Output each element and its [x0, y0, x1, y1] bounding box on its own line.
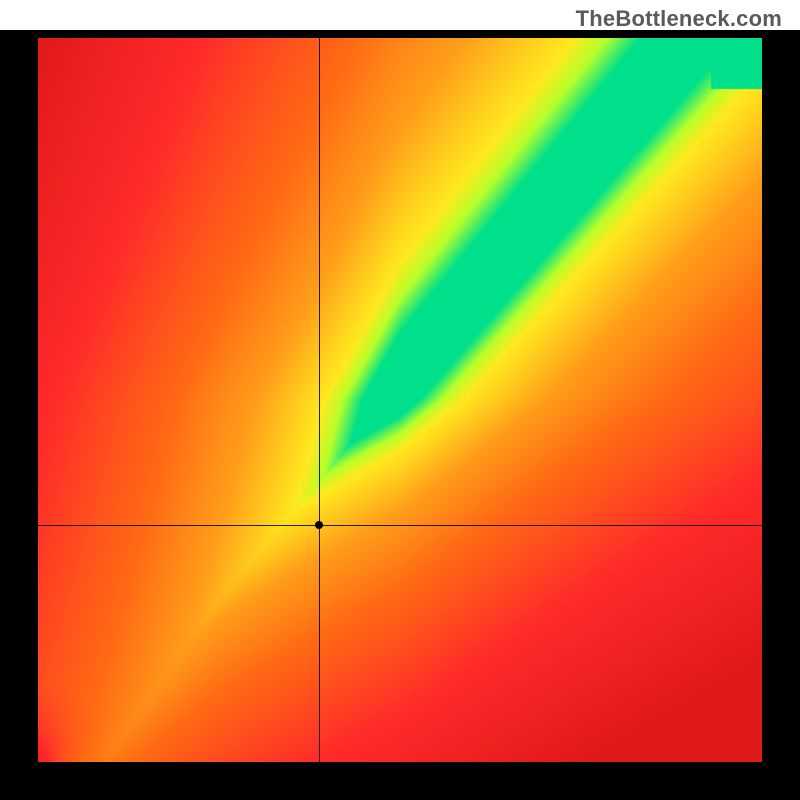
- heatmap-canvas: [38, 38, 762, 762]
- chart-plot-area: [38, 38, 762, 762]
- crosshair-horizontal: [38, 525, 762, 526]
- crosshair-point: [315, 521, 323, 529]
- watermark-text: TheBottleneck.com: [576, 6, 782, 32]
- crosshair-vertical: [319, 38, 320, 762]
- chart-black-frame: [0, 30, 800, 800]
- chart-container: TheBottleneck.com: [0, 0, 800, 800]
